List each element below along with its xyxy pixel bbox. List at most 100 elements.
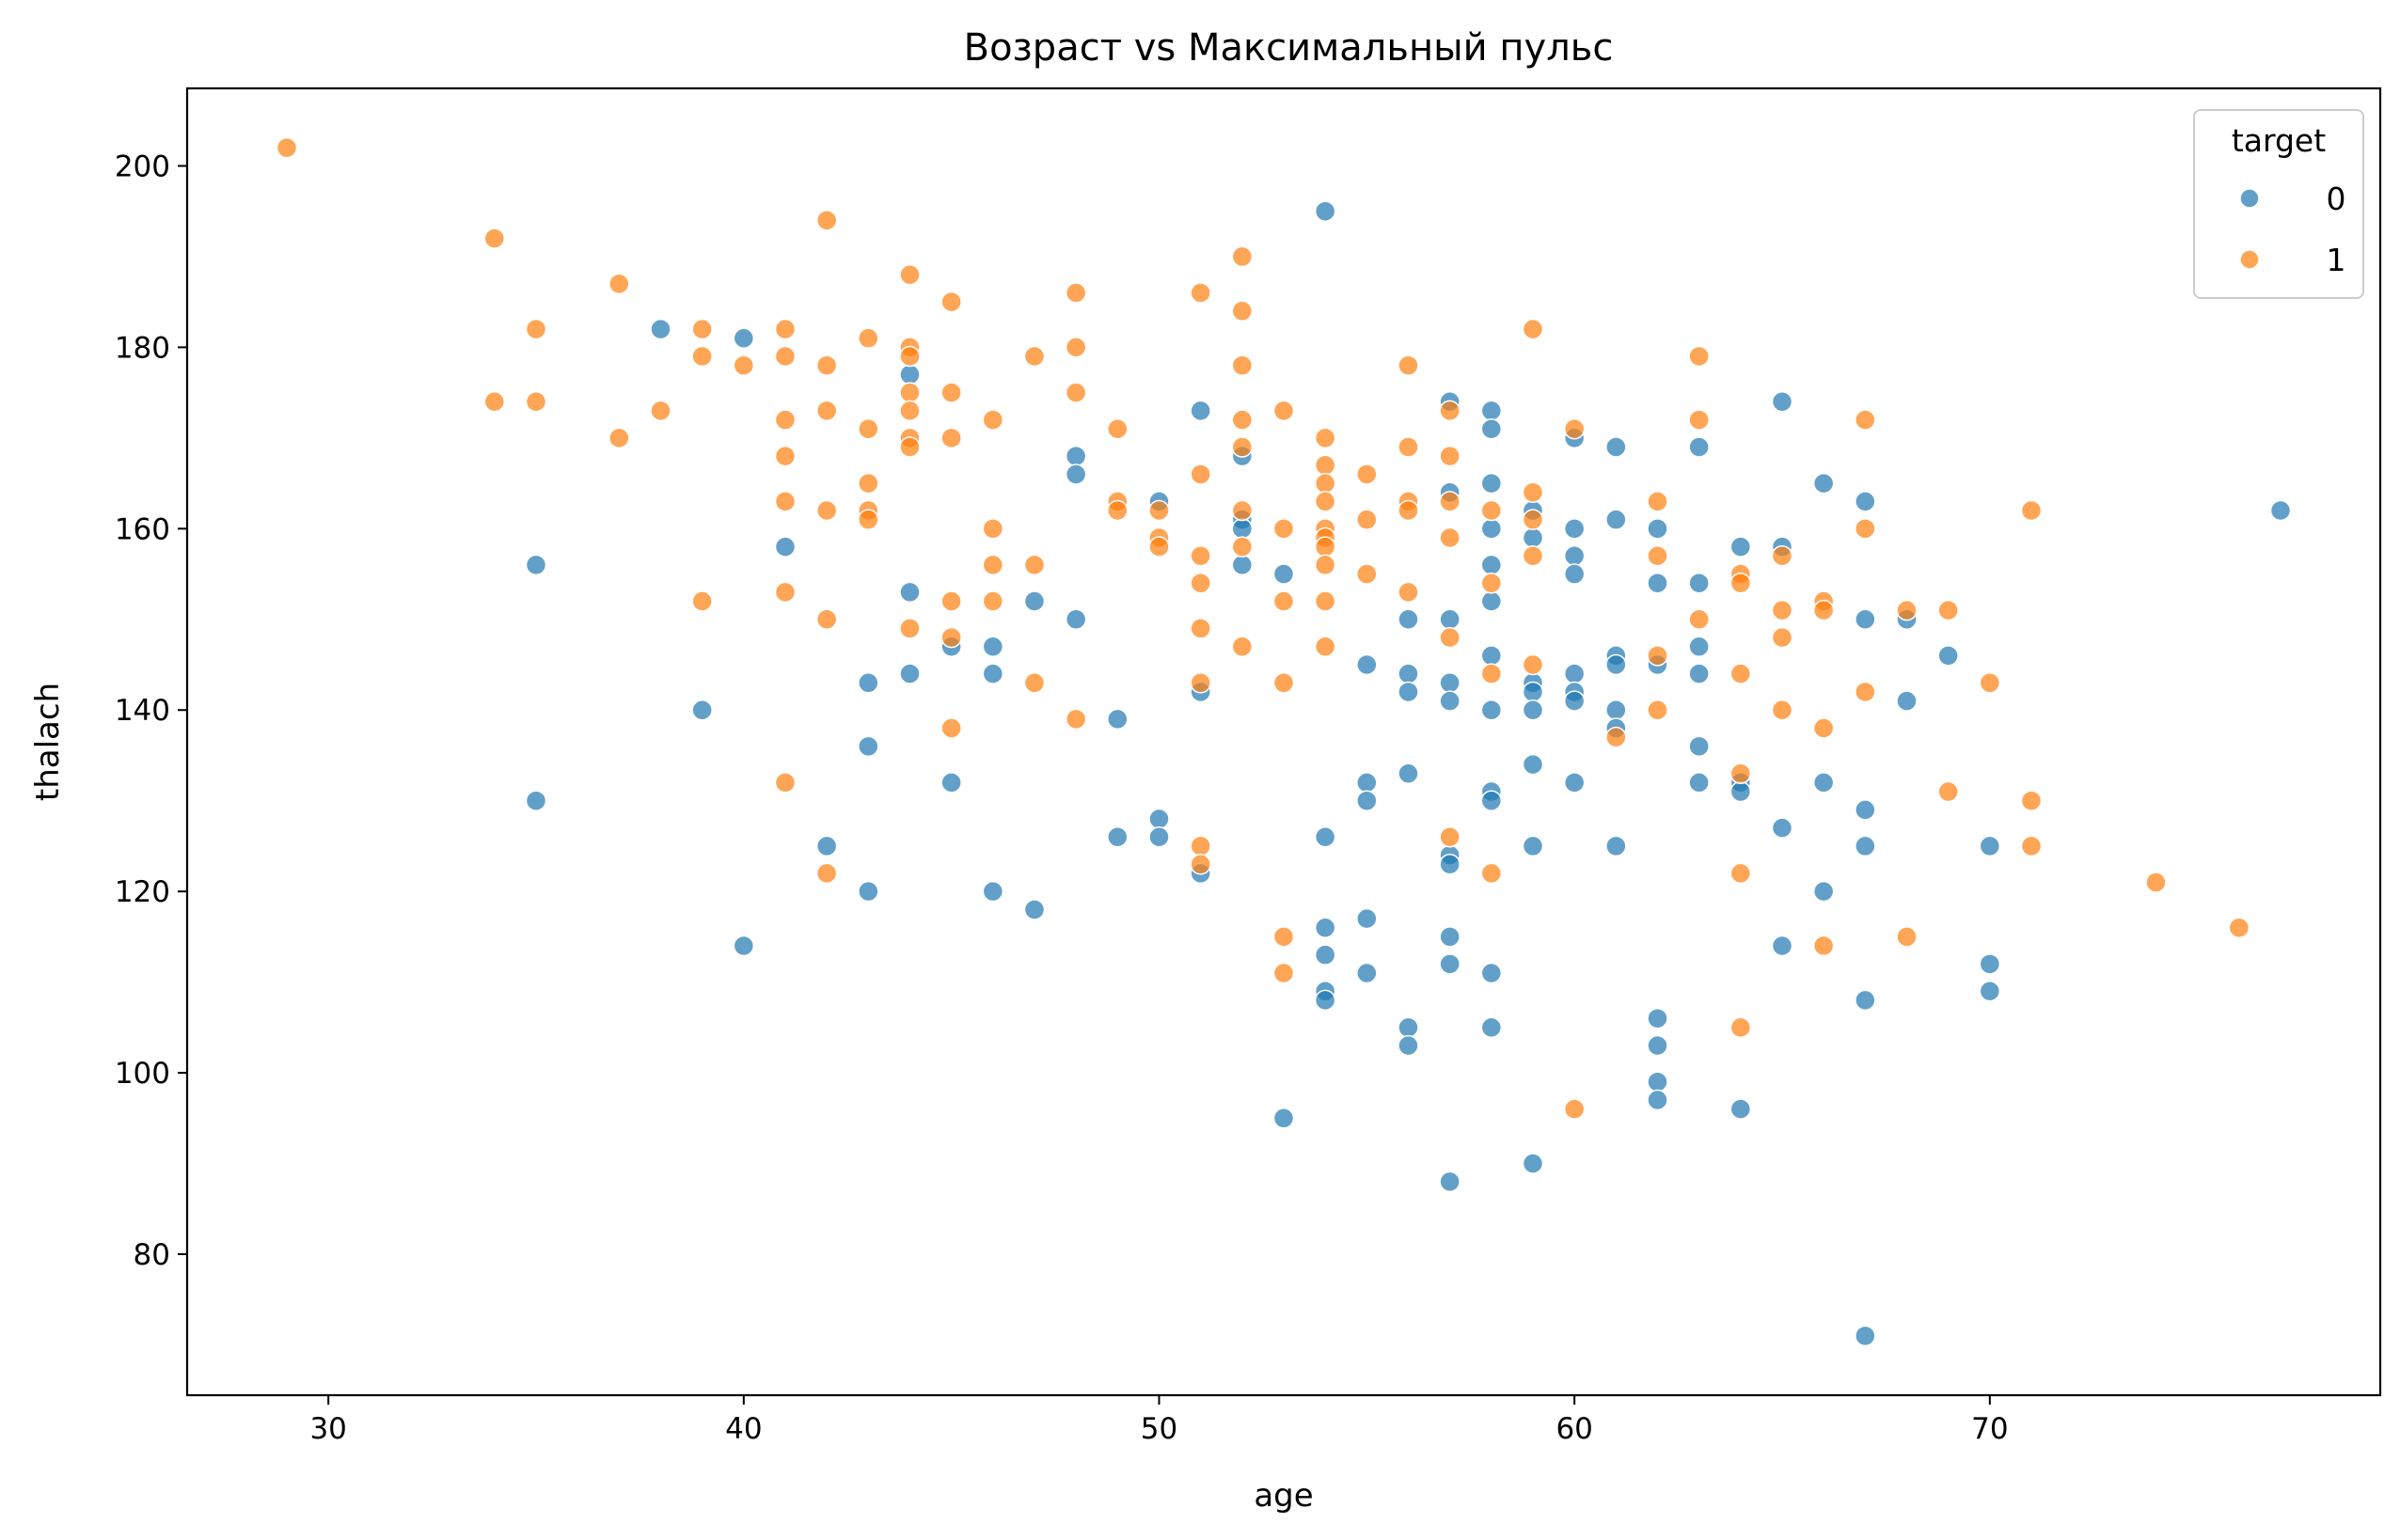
data-point bbox=[1729, 1098, 1752, 1120]
data-point bbox=[2228, 917, 2250, 938]
data-point bbox=[1190, 282, 1211, 304]
data-point bbox=[1937, 780, 1959, 803]
data-point bbox=[1605, 699, 1627, 721]
data-point bbox=[1480, 400, 1503, 422]
data-point bbox=[1397, 681, 1419, 703]
data-point bbox=[1439, 853, 1461, 875]
data-point bbox=[1314, 554, 1336, 576]
data-point bbox=[1522, 1153, 1544, 1174]
data-point bbox=[1314, 536, 1336, 558]
data-point bbox=[1563, 518, 1586, 540]
data-point bbox=[1023, 554, 1046, 576]
data-point bbox=[1439, 690, 1461, 712]
data-point bbox=[858, 472, 879, 495]
data-point bbox=[1647, 1089, 1668, 1111]
data-point bbox=[1979, 953, 2001, 975]
data-point bbox=[1231, 536, 1254, 558]
data-point bbox=[1937, 645, 1959, 667]
data-point bbox=[1107, 417, 1129, 440]
data-point bbox=[899, 618, 921, 639]
data-point bbox=[1272, 590, 1295, 612]
data-point bbox=[1647, 645, 1668, 667]
data-point bbox=[1272, 518, 1295, 540]
data-point bbox=[1522, 753, 1544, 776]
data-point bbox=[2020, 499, 2043, 522]
data-point bbox=[1729, 536, 1752, 558]
data-point bbox=[1107, 708, 1129, 731]
data-point bbox=[1272, 926, 1295, 948]
data-point bbox=[1896, 599, 1918, 621]
data-point bbox=[525, 790, 547, 811]
data-point bbox=[1729, 572, 1752, 594]
data-point bbox=[2020, 835, 2043, 857]
data-point bbox=[1231, 300, 1254, 322]
data-point bbox=[1771, 626, 1793, 649]
data-point bbox=[1397, 663, 1419, 684]
data-point bbox=[815, 354, 838, 376]
data-point bbox=[940, 626, 962, 649]
data-point bbox=[899, 345, 921, 368]
data-point bbox=[1397, 762, 1419, 785]
data-point bbox=[1480, 1016, 1503, 1039]
data-point bbox=[774, 491, 797, 512]
data-point bbox=[1023, 672, 1046, 694]
data-point bbox=[1190, 672, 1211, 694]
data-point bbox=[982, 518, 1004, 540]
data-point bbox=[1480, 572, 1503, 594]
data-point bbox=[1190, 464, 1211, 485]
data-point bbox=[774, 409, 797, 431]
data-point bbox=[1979, 835, 2001, 857]
data-point bbox=[1688, 636, 1710, 657]
data-point bbox=[1148, 499, 1170, 522]
data-point bbox=[899, 436, 921, 458]
data-point bbox=[1439, 953, 1461, 975]
data-point bbox=[1065, 464, 1087, 485]
data-point bbox=[1023, 590, 1046, 612]
data-point bbox=[815, 862, 838, 885]
data-point bbox=[1480, 663, 1503, 684]
y-tick-label: 80 bbox=[134, 1238, 170, 1272]
data-point bbox=[1812, 717, 1835, 739]
data-point bbox=[1771, 817, 1793, 839]
data-point bbox=[1356, 790, 1378, 811]
data-point bbox=[1812, 772, 1835, 794]
data-point bbox=[940, 382, 962, 403]
data-point bbox=[1937, 599, 1959, 621]
data-point bbox=[1647, 1034, 1668, 1057]
data-point bbox=[2145, 872, 2167, 893]
data-point bbox=[1231, 554, 1254, 576]
data-point bbox=[774, 581, 797, 604]
data-point bbox=[1356, 962, 1378, 984]
data-point bbox=[940, 717, 962, 739]
data-point bbox=[1522, 653, 1544, 676]
data-point bbox=[1190, 835, 1211, 857]
data-point bbox=[1314, 590, 1336, 612]
data-point bbox=[1023, 899, 1046, 920]
data-point bbox=[1480, 862, 1503, 885]
legend: target 0 1 bbox=[2193, 109, 2364, 299]
x-tick-label: 70 bbox=[1971, 1412, 2008, 1446]
data-point bbox=[1563, 417, 1586, 440]
data-point bbox=[1812, 880, 1835, 903]
data-point bbox=[899, 364, 921, 385]
data-point bbox=[1855, 681, 1876, 703]
data-point bbox=[1855, 835, 1876, 857]
data-point bbox=[1148, 808, 1170, 830]
data-point bbox=[1812, 935, 1835, 957]
data-point bbox=[1439, 672, 1461, 694]
data-point bbox=[1812, 599, 1835, 621]
data-point bbox=[940, 427, 962, 449]
data-point bbox=[1190, 618, 1211, 639]
data-point bbox=[1771, 391, 1793, 413]
data-point bbox=[1439, 445, 1461, 467]
data-point bbox=[1148, 826, 1170, 848]
data-point bbox=[1356, 907, 1378, 930]
data-point bbox=[1729, 780, 1752, 803]
data-point bbox=[1647, 545, 1668, 567]
data-point bbox=[1647, 491, 1668, 512]
data-point bbox=[774, 536, 797, 558]
data-point bbox=[1065, 282, 1087, 304]
data-point bbox=[899, 663, 921, 684]
data-point bbox=[1439, 826, 1461, 848]
